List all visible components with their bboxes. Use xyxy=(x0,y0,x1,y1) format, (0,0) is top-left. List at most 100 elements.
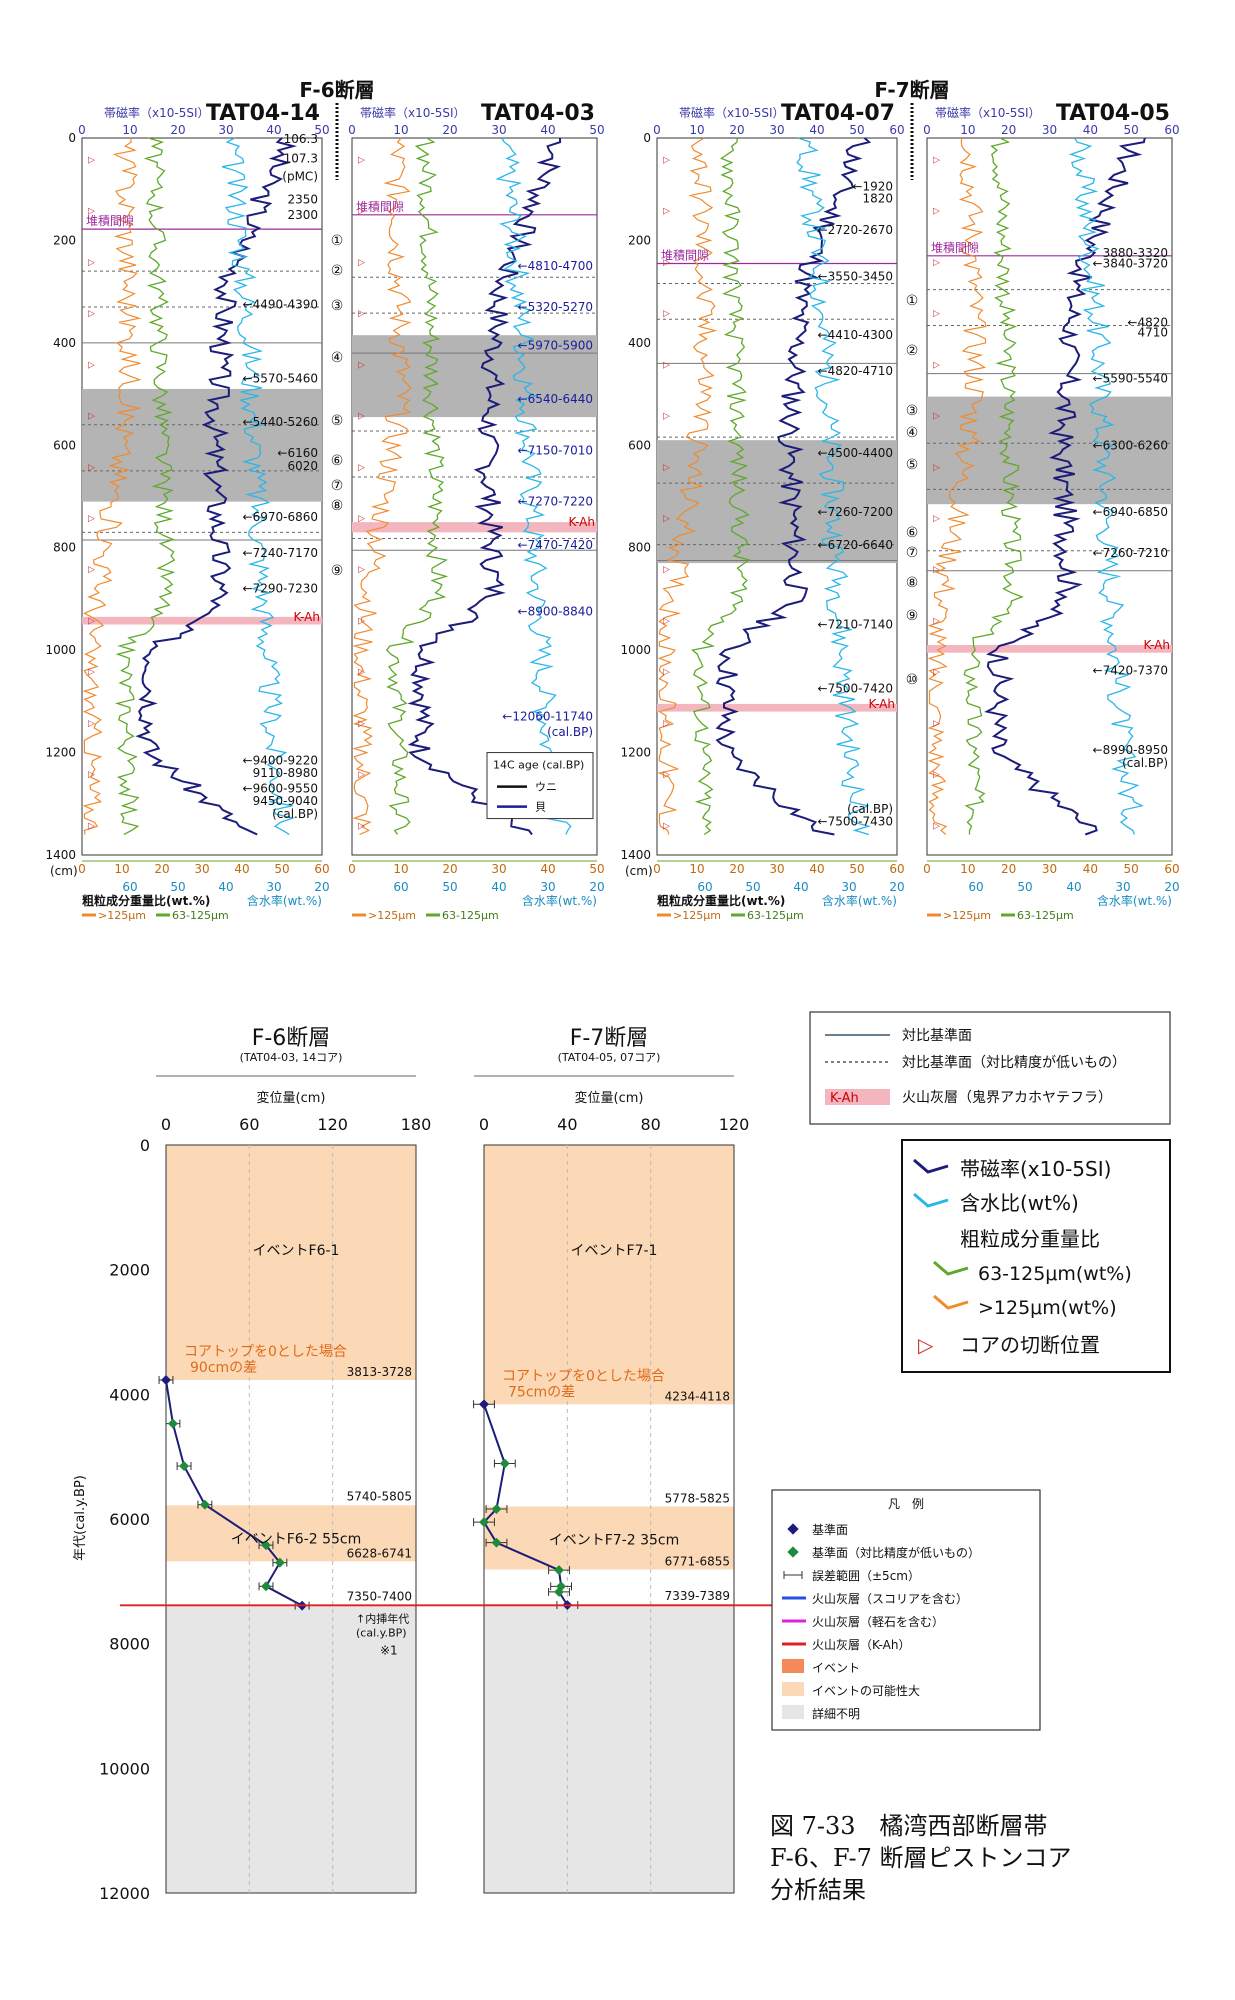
depth-tick-label: 200 xyxy=(628,233,651,247)
age-label: 3813-3728 xyxy=(347,1365,412,1379)
ash-band xyxy=(82,616,322,625)
dated-label: 3880-3320 xyxy=(1103,246,1168,260)
cut-marker: ▷ xyxy=(88,770,95,780)
dated-label: ←7260-7210 xyxy=(1093,546,1168,560)
dated-label: ←7240-7170 xyxy=(243,546,318,560)
legend-ash-tag: K-Ah xyxy=(830,1091,859,1106)
dated-label: ←4820 xyxy=(1127,315,1168,329)
top-tick-label: 50 xyxy=(314,123,329,137)
bottom-tick-water: 20 xyxy=(1164,880,1179,894)
depth-tick-label: 200 xyxy=(53,233,76,247)
bottom-tick-water: 60 xyxy=(697,880,712,894)
cut-marker: ▷ xyxy=(358,770,365,780)
dated-label: ←7210-7140 xyxy=(818,618,893,632)
core-panel-tat04-05 xyxy=(926,137,1173,917)
dated-label: (cal.BP) xyxy=(272,807,318,821)
hiatus-label: 堆積間隙 xyxy=(356,199,404,214)
small-legend-item: 基準面（対比精度が低いもの） xyxy=(812,1545,980,1560)
cut-marker: ▷ xyxy=(358,258,365,268)
dated-label: 9450-9040 xyxy=(253,794,318,808)
bottom-tick-coarse: 50 xyxy=(1124,862,1139,876)
series-line-water xyxy=(1068,137,1144,835)
dated-label: ←4810-4700 xyxy=(518,259,593,273)
x-tick-label: 0 xyxy=(161,1115,171,1134)
series-line-water xyxy=(796,137,871,836)
data-point xyxy=(554,1586,564,1597)
plot-frame xyxy=(165,1144,417,1894)
dated-label: ←3840-3720 xyxy=(1093,256,1168,270)
top-tick-label: 10 xyxy=(960,123,975,137)
legend-solid-label: 対比基準面 xyxy=(902,1027,972,1044)
bottom-tick-water: 50 xyxy=(745,880,760,894)
cut-marker: ▷ xyxy=(933,258,940,268)
fault-title-f7: F-7断層 xyxy=(874,78,949,102)
caption-line-2: F-6、F-7 断層ピストンコア xyxy=(770,1844,1072,1872)
cut-marker: ▷ xyxy=(358,463,365,473)
dated-label: ←6720-6640 xyxy=(818,538,893,552)
dated-label: ←1920 xyxy=(852,180,893,194)
hiatus-label: 堆積間隙 xyxy=(661,247,709,262)
cut-marker: ▷ xyxy=(358,821,365,831)
dated-label: ←7470-7420 xyxy=(518,538,593,552)
cut-marker: ▷ xyxy=(663,770,670,780)
bottom-tick-coarse: 0 xyxy=(923,862,931,876)
dated-label: ←7270-7220 xyxy=(518,495,593,509)
cut-marker: ▷ xyxy=(663,463,670,473)
y-tick-label: 0 xyxy=(140,1136,150,1155)
dated-label: ←9600-9550 xyxy=(243,781,318,795)
dated-label: 9110-8980 xyxy=(253,766,318,780)
section-number: ⑦ xyxy=(331,478,344,494)
top-tick-label: 50 xyxy=(849,123,864,137)
cut-marker: ▷ xyxy=(88,514,95,524)
top-tick-label: 0 xyxy=(78,123,86,137)
top-tick-label: 60 xyxy=(1164,123,1179,137)
age-legend-title: 14C age (cal.BP) xyxy=(493,759,584,772)
top-tick-label: 10 xyxy=(689,123,704,137)
data-point xyxy=(167,1418,178,1429)
legend-ash-swatch xyxy=(825,1089,890,1105)
top-axis-label: 帯磁率（x10-5SI） xyxy=(679,105,785,120)
top-axis-label: 帯磁率（x10-5SI） xyxy=(104,105,210,120)
dated-label: ←5970-5900 xyxy=(518,338,593,352)
top-tick-label: 10 xyxy=(122,123,137,137)
dated-label: ←7500-7420 xyxy=(818,682,893,696)
dated-label: ←8990-8950 xyxy=(1093,743,1168,757)
cut-marker: ▷ xyxy=(933,514,940,524)
top-tick-label: 30 xyxy=(1042,123,1057,137)
series-line-fine xyxy=(691,137,751,836)
section-number: ③ xyxy=(906,403,919,419)
small-legend-item: イベントの可能性大 xyxy=(812,1684,920,1698)
bottom-label-coarse: 粗粒成分重量比(wt.%) xyxy=(82,893,210,908)
panel-title: F-7断層 xyxy=(570,1026,649,1051)
dated-label: ←5570-5460 xyxy=(243,372,318,386)
data-point xyxy=(161,1375,171,1385)
series-line-mag xyxy=(715,137,872,836)
data-point xyxy=(499,1458,510,1469)
x-tick-label: 120 xyxy=(719,1115,750,1134)
legend-cut-swatch: ▷ xyxy=(918,1333,934,1357)
section-number: ③ xyxy=(331,298,344,314)
dated-label: ←6160 xyxy=(277,446,318,460)
top-tick-label: 30 xyxy=(491,123,506,137)
data-point xyxy=(479,1517,489,1528)
bottom-tick-coarse: 0 xyxy=(348,862,356,876)
interp-label: ↑内挿年代 xyxy=(356,1612,409,1626)
section-number: ② xyxy=(906,343,919,359)
age-label: 7339-7389 xyxy=(665,1589,730,1603)
y-tick-label: 4000 xyxy=(109,1385,150,1404)
x-axis-label: 変位量(cm) xyxy=(575,1090,644,1106)
bottom-tick-water: 30 xyxy=(841,880,856,894)
ash-label: K-Ah xyxy=(294,610,321,624)
cut-marker: ▷ xyxy=(358,514,365,524)
data-point xyxy=(179,1461,190,1471)
data-point xyxy=(274,1557,285,1568)
series-line-fine xyxy=(963,137,1024,835)
figure-caption: 図 7-33 橘湾西部断層帯 F-6、F-7 断層ピストンコア 分析結果 xyxy=(770,1810,1072,1906)
cut-marker: ▷ xyxy=(663,616,670,626)
depth-tick-label: 0 xyxy=(643,131,651,145)
top-tick-label: 60 xyxy=(889,123,904,137)
bottom-legend-coarse: >125μm xyxy=(368,909,416,922)
bottom-legend-coarse: >125μm xyxy=(673,909,721,922)
small-legend-item: 基準面 xyxy=(812,1522,848,1537)
cut-marker: ▷ xyxy=(88,565,95,575)
